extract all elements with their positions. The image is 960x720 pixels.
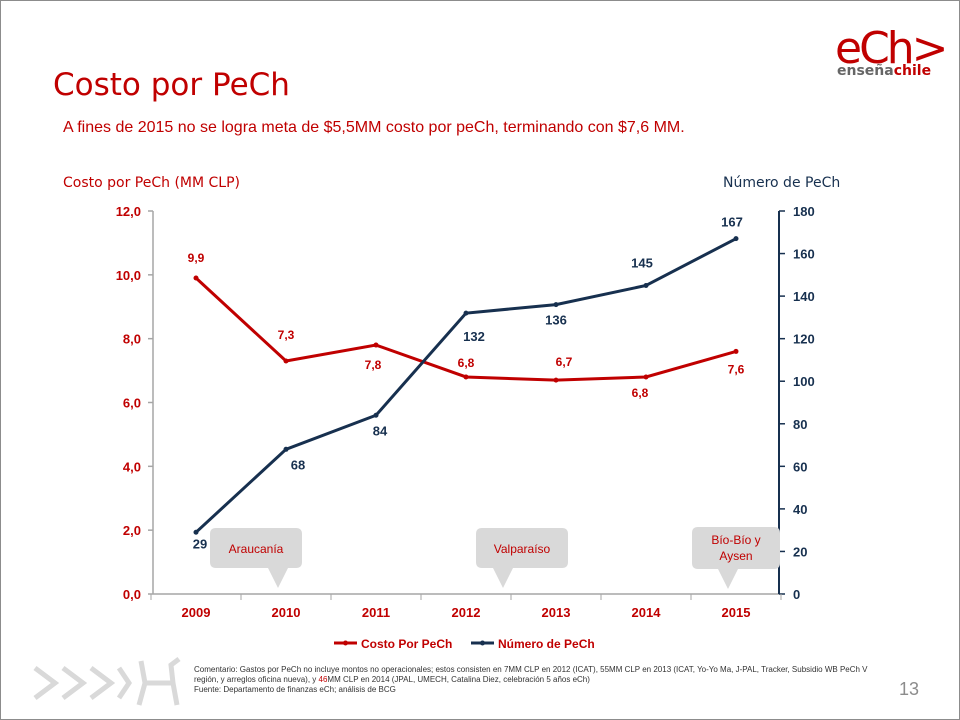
- logo-sub-a: enseña: [837, 63, 894, 79]
- count-data-label: 68: [291, 457, 305, 472]
- count-point: [553, 302, 559, 308]
- left-tick-label: 2,0: [123, 523, 141, 538]
- cost-point: [643, 374, 649, 380]
- cost-data-label: 7,3: [278, 328, 295, 342]
- count-point: [643, 282, 649, 288]
- x-tick-label: 2012: [452, 605, 481, 620]
- left-tick-label: 8,0: [123, 332, 141, 347]
- legend-marker-cost: [343, 640, 348, 646]
- count-series-line: [194, 237, 737, 534]
- count-point: [733, 236, 739, 242]
- chevron-chair-decoration: [33, 653, 183, 718]
- legend-marker-count: [480, 640, 485, 646]
- cost-point: [463, 374, 469, 380]
- region-callout: [476, 528, 568, 588]
- source-text: Fuente: Departamento de finanzas eCh; an…: [194, 685, 396, 694]
- right-axis-title: Número de PeCh: [723, 175, 841, 191]
- count-data-label: 167: [721, 215, 743, 230]
- cost-data-label: 7,8: [365, 358, 382, 372]
- region-callout-text: Aysen: [719, 549, 752, 563]
- cost-point: [553, 377, 559, 383]
- logo-sub-b: chile: [893, 63, 932, 79]
- right-tick-label: 180: [793, 204, 815, 219]
- x-tick-label: 2013: [542, 605, 571, 620]
- cost-point: [373, 342, 379, 348]
- comment-text-2: MM CLP en 2014 (JPAL, UMECH, Catalina Di…: [327, 675, 590, 684]
- chart: 0,0 2,0 4,0 6,0 8,0 10,0 12,0 0 20 40 60 80 100 120 14…: [116, 204, 815, 651]
- logo-main: eCh>: [835, 23, 949, 74]
- x-tick-label: 2009: [182, 605, 211, 620]
- cost-data-label: 7,6: [728, 362, 745, 376]
- left-tick-label: 6,0: [123, 396, 141, 411]
- x-tick-label: 2010: [272, 605, 301, 620]
- count-data-label: 136: [545, 313, 567, 328]
- page-number: 13: [899, 679, 920, 699]
- left-tick-label: 12,0: [116, 204, 141, 219]
- right-tick-label: 160: [793, 247, 815, 262]
- left-tick-label: 0,0: [123, 587, 141, 602]
- region-callout-text: Valparaíso: [494, 542, 551, 556]
- footnote: Comentario: Gastos por PeCh no incluye m…: [194, 665, 884, 695]
- count-data-label: 132: [463, 329, 485, 344]
- x-tick-label: 2014: [632, 605, 662, 620]
- count-data-label: 29: [193, 536, 207, 551]
- right-tick-label: 40: [793, 502, 807, 517]
- x-tick-label: 2011: [362, 605, 390, 620]
- cost-data-label: 6,8: [632, 386, 649, 400]
- subtitle: A fines de 2015 no se logra meta de $5,5…: [63, 119, 685, 136]
- cost-point: [193, 275, 199, 281]
- right-tick-label: 100: [793, 374, 815, 389]
- cost-data-label: 6,8: [458, 356, 475, 370]
- left-axis-title: Costo por PeCh (MM CLP): [63, 175, 241, 191]
- region-callout-text: Bío-Bío y: [711, 533, 760, 547]
- legend-label-count: Número de PeCh: [498, 637, 595, 651]
- cost-point: [283, 358, 289, 364]
- count-data-label: 145: [631, 255, 653, 270]
- region-callout-text: Araucanía: [229, 542, 284, 556]
- count-point: [373, 412, 379, 418]
- left-tick-label: 10,0: [116, 268, 141, 283]
- right-tick-label: 80: [793, 417, 807, 432]
- right-tick-label: 60: [793, 459, 807, 474]
- cost-data-label: 9,9: [188, 251, 205, 265]
- x-tick-label: 2015: [722, 605, 751, 620]
- logo-subtext: enseñachile: [837, 63, 931, 79]
- region-callout: [692, 527, 780, 589]
- right-tick-label: 20: [793, 544, 807, 559]
- region-callout: [210, 528, 302, 588]
- comment-text-1: Comentario: Gastos por PeCh no incluye m…: [194, 665, 868, 684]
- right-tick-label: 120: [793, 332, 815, 347]
- logo: eCh> enseñachile: [833, 23, 949, 83]
- count-point: [463, 310, 469, 316]
- count-point: [193, 529, 199, 535]
- right-tick-label: 140: [793, 289, 815, 304]
- comment-highlight: 46: [318, 675, 328, 684]
- right-tick-label: 0: [793, 587, 800, 602]
- left-tick-label: 4,0: [123, 459, 141, 474]
- page-title: Costo por PeCh: [53, 67, 290, 103]
- count-data-label: 84: [373, 423, 388, 438]
- count-point: [283, 446, 289, 452]
- cost-point: [733, 348, 739, 354]
- legend-label-cost: Costo Por PeCh: [361, 637, 452, 651]
- cost-data-label: 6,7: [556, 355, 573, 369]
